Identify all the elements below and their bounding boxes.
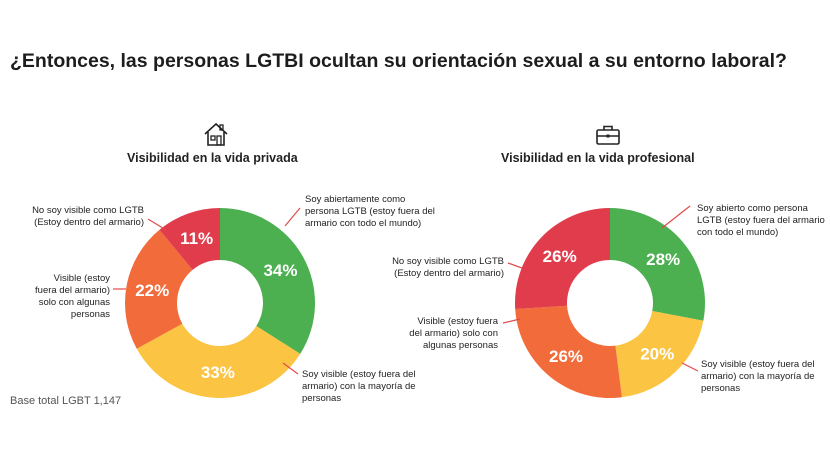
leader-line [282,362,299,375]
leader-line [284,207,301,227]
label-professional-red: No soy visible como LGTB (Estoy dentro d… [392,256,504,279]
slice-value-label: 34% [263,261,297,280]
house-icon [204,122,228,146]
leader-lines [113,205,699,375]
label-private-green: Soy abiertamente como persona LGTB (esto… [305,194,435,229]
slice-value-label: 11% [180,229,213,248]
slice-orange [125,229,193,349]
leader-line [507,262,523,269]
slice-green [220,208,315,354]
leader-line [681,362,699,372]
donut-professional: 28% 20% 26% 26% [515,208,705,398]
label-professional-yellow: Soy visible (estoy fuera del armario) co… [701,359,815,394]
slice-red [515,208,610,309]
label-private-orange: Visible (estoy fuera del armario) solo c… [35,273,110,320]
slice-yellow [136,323,301,399]
label-private-yellow: Soy visible (estoy fuera del armario) co… [302,369,416,404]
label-professional-orange: Visible (estoy fuera del armario) solo c… [409,316,498,351]
slice-yellow [615,311,704,398]
slice-orange [515,305,622,398]
slice-red [159,208,220,270]
slice-value-label: 26% [543,247,577,266]
label-private-red: No soy visible como LGTB (Estoy dentro d… [32,205,144,228]
slice-value-label: 22% [135,281,169,300]
label-professional-green: Soy abierto como persona LGTB (estoy fue… [697,203,825,238]
base-note: Base total LGBT 1,147 [10,395,122,407]
chart-title-private: Visibilidad en la vida privada [127,151,298,165]
leader-line [661,205,691,229]
leader-line [502,318,521,324]
donut-private: 34% 33% 22% 11% [125,208,315,399]
chart-title-professional: Visibilidad en la vida profesional [501,151,695,165]
slice-value-label: 20% [640,344,674,363]
slice-green [610,208,705,321]
slice-value-label: 26% [549,347,583,366]
briefcase-icon [596,125,620,145]
page-title: ¿Entonces, las personas LGTBI ocultan su… [10,50,787,72]
leader-line [147,218,167,231]
slice-value-label: 28% [646,250,680,269]
slice-value-label: 33% [201,363,235,382]
